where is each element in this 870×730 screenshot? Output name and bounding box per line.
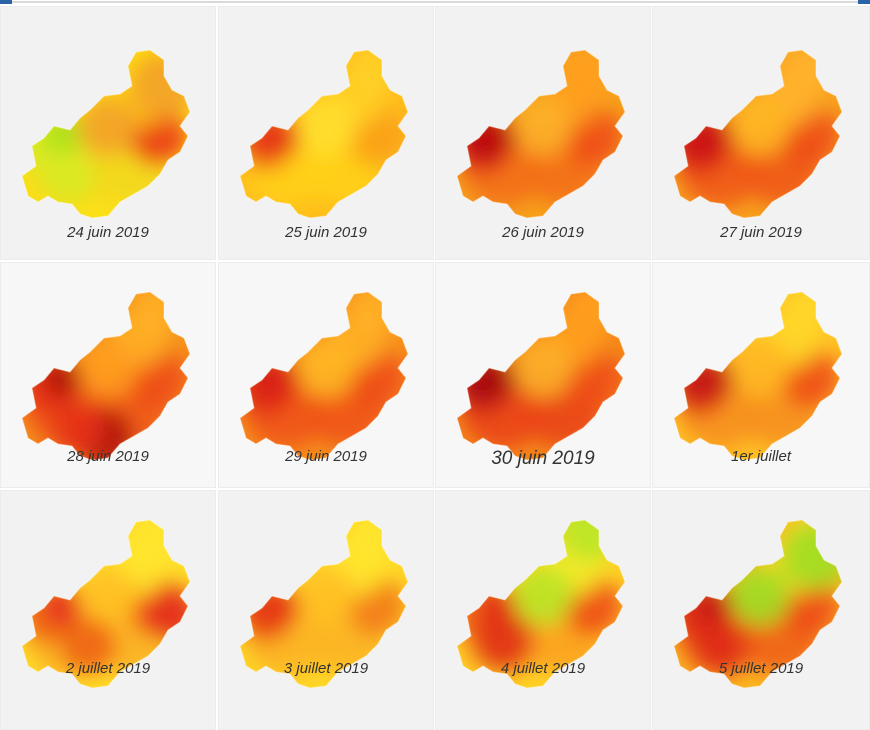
temperature-map (21, 519, 191, 689)
temperature-map (21, 49, 191, 219)
heat-field (457, 520, 625, 688)
temperature-map (239, 519, 409, 689)
region-outline (21, 291, 191, 461)
temperature-map (456, 49, 626, 219)
heat-field (457, 292, 625, 460)
temperature-map (673, 49, 843, 219)
map-card: 24 juin 2019 (0, 6, 216, 260)
map-date-caption: 25 juin 2019 (285, 224, 367, 241)
map-gallery: 24 juin 2019 25 juin 2019 26 juin 2019 27 j… (0, 6, 870, 730)
heat-field (674, 292, 842, 460)
map-card: 3 juillet 2019 (218, 490, 434, 730)
temperature-map (673, 519, 843, 689)
region-outline (21, 519, 191, 689)
right-accent (858, 0, 870, 4)
heat-field (22, 292, 190, 460)
map-card: 4 juillet 2019 (435, 490, 651, 730)
region-outline (21, 49, 191, 219)
heat-field (457, 50, 625, 218)
map-card: 1er juillet (652, 262, 870, 488)
map-date-caption: 24 juin 2019 (67, 224, 149, 241)
temperature-map (239, 49, 409, 219)
map-card: 28 juin 2019 (0, 262, 216, 488)
region-outline (456, 49, 626, 219)
map-card: 2 juillet 2019 (0, 490, 216, 730)
region-outline (456, 291, 626, 461)
temperature-map (456, 291, 626, 461)
map-date-caption: 3 juillet 2019 (283, 660, 369, 677)
map-date-caption: 30 juin 2019 (491, 448, 595, 469)
map-date-caption: 28 juin 2019 (67, 448, 149, 465)
region-outline (673, 49, 843, 219)
map-date-caption: 1er juillet (730, 448, 792, 465)
map-card: 27 juin 2019 (652, 6, 870, 260)
map-card: 25 juin 2019 (218, 6, 434, 260)
heat-field (674, 50, 842, 218)
heat-field (240, 292, 408, 460)
heat-field (22, 50, 190, 218)
region-outline (456, 519, 626, 689)
temperature-map (673, 291, 843, 461)
region-outline (673, 519, 843, 689)
left-accent (0, 0, 12, 4)
map-date-caption: 26 juin 2019 (502, 224, 584, 241)
map-date-caption: 29 juin 2019 (285, 448, 367, 465)
map-date-caption: 4 juillet 2019 (500, 660, 586, 677)
temperature-map (21, 291, 191, 461)
map-card: 30 juin 2019 (435, 262, 651, 488)
region-outline (239, 519, 409, 689)
temperature-map (456, 519, 626, 689)
map-date-caption: 2 juillet 2019 (65, 660, 151, 677)
map-date-caption: 5 juillet 2019 (718, 660, 804, 677)
heat-field (240, 50, 408, 218)
top-divider (12, 1, 858, 3)
map-card: 26 juin 2019 (435, 6, 651, 260)
region-outline (239, 49, 409, 219)
map-card: 29 juin 2019 (218, 262, 434, 488)
region-outline (239, 291, 409, 461)
region-outline (673, 291, 843, 461)
temperature-map (239, 291, 409, 461)
map-date-caption: 27 juin 2019 (720, 224, 802, 241)
map-card: 5 juillet 2019 (652, 490, 870, 730)
top-border (0, 0, 870, 6)
